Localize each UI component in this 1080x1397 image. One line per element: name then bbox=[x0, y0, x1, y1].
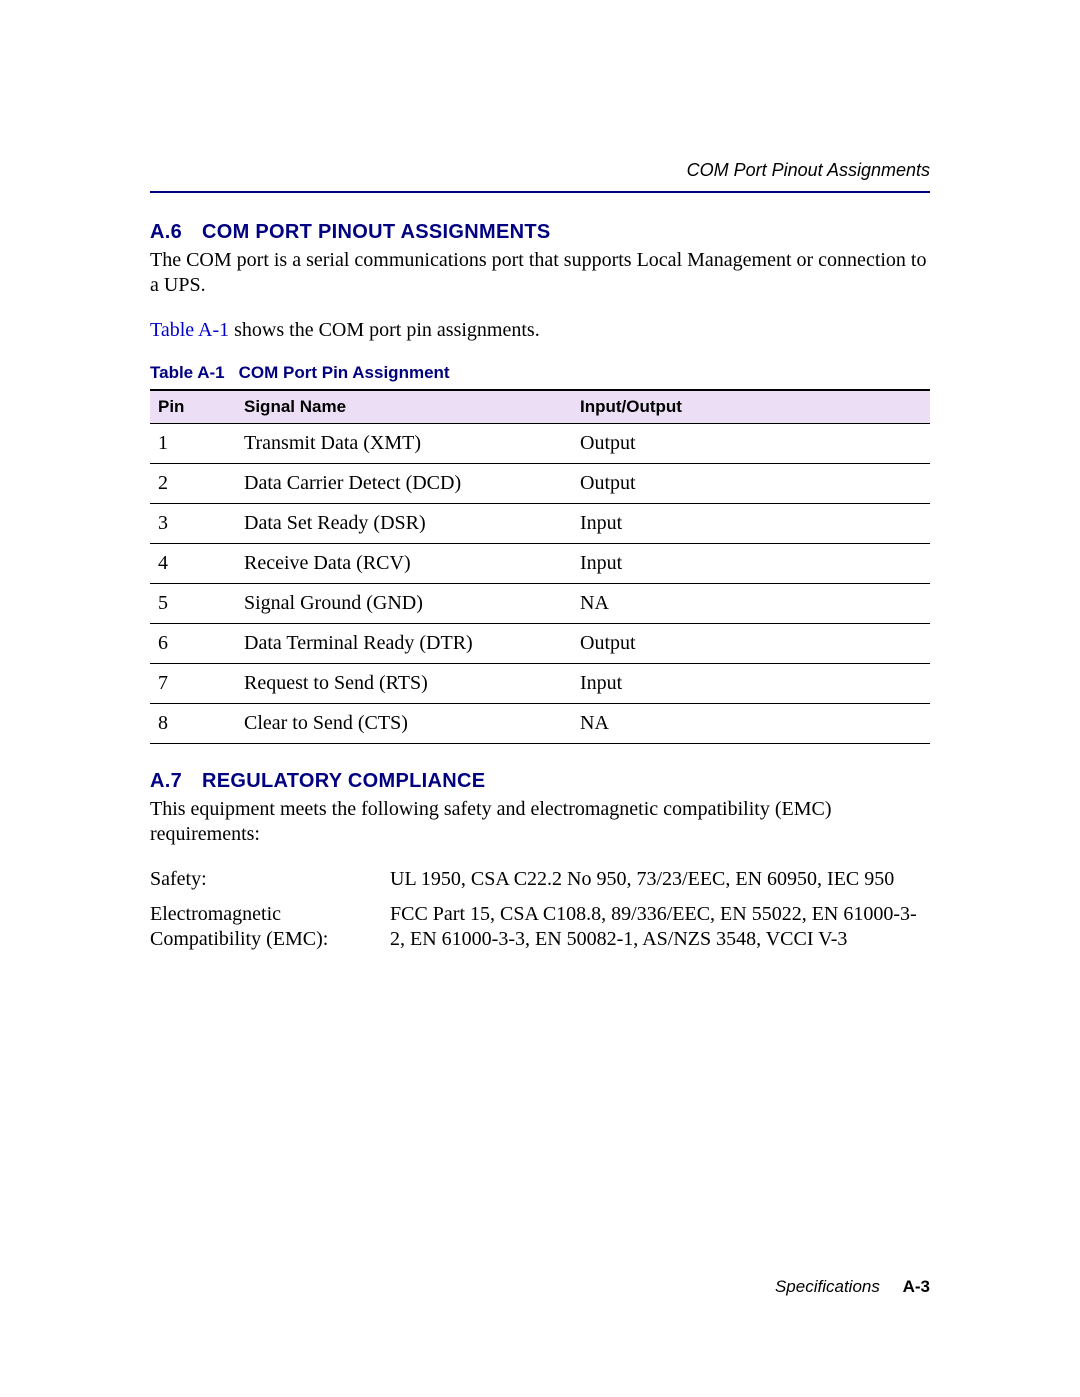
cell-signal: Request to Send (RTS) bbox=[236, 664, 572, 704]
col-pin: Pin bbox=[150, 390, 236, 424]
cell-signal: Transmit Data (XMT) bbox=[236, 424, 572, 464]
table-row: 8 Clear to Send (CTS) NA bbox=[150, 704, 930, 744]
cell-io: Output bbox=[572, 424, 930, 464]
cell-signal: Receive Data (RCV) bbox=[236, 544, 572, 584]
cell-io: NA bbox=[572, 704, 930, 744]
section-a6-ref: Table A-1 shows the COM port pin assignm… bbox=[150, 318, 930, 343]
section-a6-number: A.6 bbox=[150, 221, 202, 244]
section-a6-ref-tail: shows the COM port pin assignments. bbox=[229, 319, 540, 341]
cell-pin: 5 bbox=[150, 584, 236, 624]
footer-page: A-3 bbox=[903, 1277, 930, 1296]
compliance-label: Electromagnetic Compatibility (EMC): bbox=[150, 902, 390, 952]
cell-pin: 1 bbox=[150, 424, 236, 464]
table-a1: Pin Signal Name Input/Output 1 Transmit … bbox=[150, 389, 930, 744]
cell-io: Output bbox=[572, 624, 930, 664]
col-signal-name: Signal Name bbox=[236, 390, 572, 424]
table-row: 5 Signal Ground (GND) NA bbox=[150, 584, 930, 624]
compliance-row-safety: Safety: UL 1950, CSA C22.2 No 950, 73/23… bbox=[150, 867, 930, 892]
section-a6-title: COM PORT PINOUT ASSIGNMENTS bbox=[202, 221, 550, 243]
compliance-value: FCC Part 15, CSA C108.8, 89/336/EEC, EN … bbox=[390, 902, 930, 952]
table-a1-caption-number: Table A-1 bbox=[150, 363, 225, 382]
table-a1-caption: Table A-1 COM Port Pin Assignment bbox=[150, 363, 930, 383]
cell-io: Output bbox=[572, 464, 930, 504]
cell-pin: 4 bbox=[150, 544, 236, 584]
running-head: COM Port Pinout Assignments bbox=[150, 160, 930, 181]
footer-title: Specifications bbox=[775, 1277, 880, 1296]
table-a1-caption-title: COM Port Pin Assignment bbox=[239, 363, 450, 382]
cell-signal: Clear to Send (CTS) bbox=[236, 704, 572, 744]
cell-signal: Data Set Ready (DSR) bbox=[236, 504, 572, 544]
cell-io: Input bbox=[572, 664, 930, 704]
section-a7-para: This equipment meets the following safet… bbox=[150, 797, 930, 847]
page-footer: Specifications A-3 bbox=[775, 1277, 930, 1297]
table-row: 7 Request to Send (RTS) Input bbox=[150, 664, 930, 704]
table-row: 1 Transmit Data (XMT) Output bbox=[150, 424, 930, 464]
cell-pin: 6 bbox=[150, 624, 236, 664]
cell-pin: 2 bbox=[150, 464, 236, 504]
cell-pin: 8 bbox=[150, 704, 236, 744]
cell-io: Input bbox=[572, 504, 930, 544]
table-row: 3 Data Set Ready (DSR) Input bbox=[150, 504, 930, 544]
section-a6-heading: A.6COM PORT PINOUT ASSIGNMENTS bbox=[150, 221, 930, 244]
section-a7-heading: A.7REGULATORY COMPLIANCE bbox=[150, 770, 930, 793]
cell-pin: 3 bbox=[150, 504, 236, 544]
section-a7-number: A.7 bbox=[150, 770, 202, 793]
cell-signal: Signal Ground (GND) bbox=[236, 584, 572, 624]
table-header-row: Pin Signal Name Input/Output bbox=[150, 390, 930, 424]
col-input-output: Input/Output bbox=[572, 390, 930, 424]
table-row: 2 Data Carrier Detect (DCD) Output bbox=[150, 464, 930, 504]
table-a1-link[interactable]: Table A-1 bbox=[150, 319, 229, 341]
table-row: 4 Receive Data (RCV) Input bbox=[150, 544, 930, 584]
compliance-row-emc: Electromagnetic Compatibility (EMC): FCC… bbox=[150, 902, 930, 952]
compliance-value: UL 1950, CSA C22.2 No 950, 73/23/EEC, EN… bbox=[390, 867, 930, 892]
compliance-label: Safety: bbox=[150, 867, 390, 892]
cell-signal: Data Terminal Ready (DTR) bbox=[236, 624, 572, 664]
section-a7-title: REGULATORY COMPLIANCE bbox=[202, 770, 485, 792]
cell-pin: 7 bbox=[150, 664, 236, 704]
cell-signal: Data Carrier Detect (DCD) bbox=[236, 464, 572, 504]
table-row: 6 Data Terminal Ready (DTR) Output bbox=[150, 624, 930, 664]
header-rule bbox=[150, 191, 930, 193]
cell-io: NA bbox=[572, 584, 930, 624]
section-a6-para: The COM port is a serial communications … bbox=[150, 248, 930, 298]
cell-io: Input bbox=[572, 544, 930, 584]
page: COM Port Pinout Assignments A.6COM PORT … bbox=[0, 0, 1080, 1397]
